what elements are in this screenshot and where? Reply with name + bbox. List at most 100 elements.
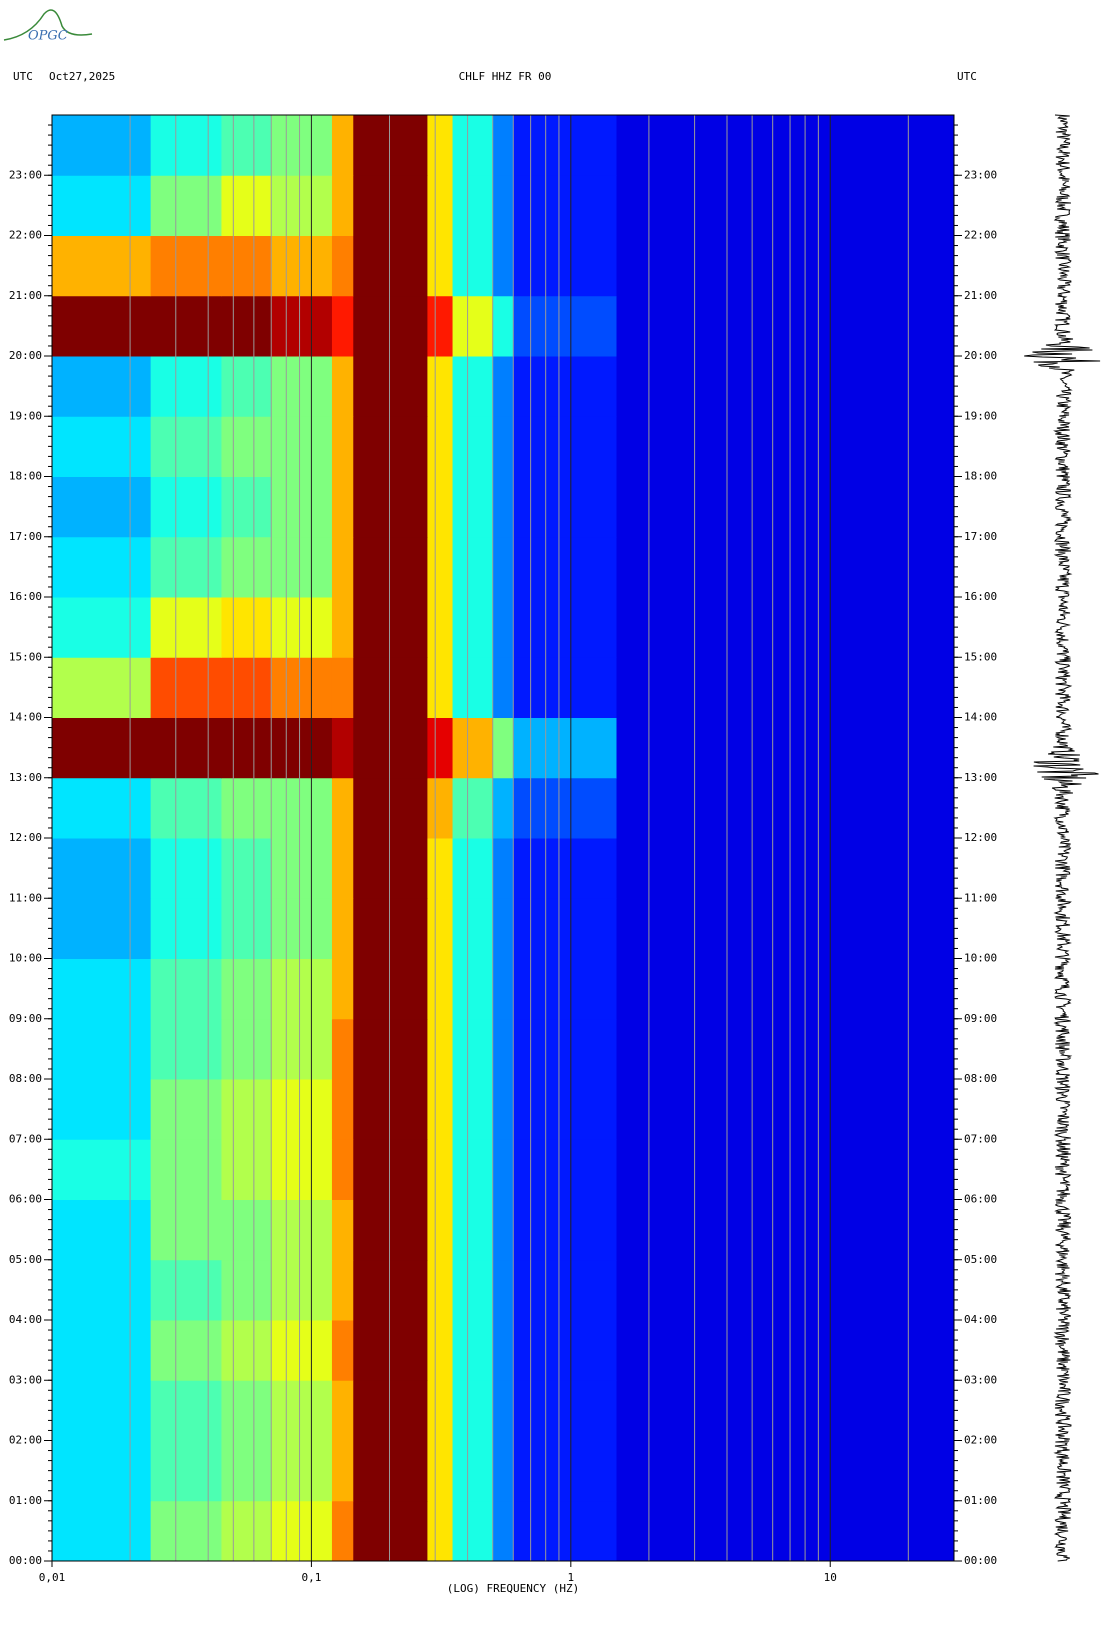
heatmap-cell <box>150 115 222 176</box>
heatmap-cell <box>150 1320 222 1381</box>
heatmap-cell <box>271 717 333 779</box>
heatmap-cell <box>52 1500 152 1562</box>
heatmap-cell <box>427 536 454 598</box>
heatmap-cell <box>616 898 955 959</box>
heatmap-cell <box>221 657 272 718</box>
heatmap-cell <box>513 536 617 598</box>
y-tick-label: 15:00 <box>964 650 997 663</box>
y-tick-label: 00:00 <box>9 1554 42 1567</box>
heatmap-cell <box>513 597 617 658</box>
heatmap-cell <box>150 1500 222 1562</box>
heatmap-cell <box>150 1079 222 1140</box>
heatmap-cell <box>452 356 494 417</box>
heatmap-cell <box>492 1199 514 1261</box>
heatmap-cell <box>427 1440 454 1502</box>
y-tick-label: 06:00 <box>964 1193 997 1206</box>
y-tick-label: 22:00 <box>9 229 42 242</box>
heatmap-cell <box>452 898 494 959</box>
heatmap-cell <box>271 1380 333 1441</box>
heatmap-cell <box>353 1380 428 1441</box>
heatmap-cell <box>513 657 617 718</box>
heatmap-cell <box>492 717 514 779</box>
heatmap-cell <box>492 356 514 417</box>
heatmap-cell <box>616 295 955 357</box>
logo: OPGC <box>3 9 93 44</box>
y-tick-label: 13:00 <box>964 771 997 784</box>
heatmap-cell <box>427 958 454 1020</box>
right-utc: UTC <box>957 70 977 83</box>
y-tick-label: 02:00 <box>964 1434 997 1447</box>
y-tick-label: 23:00 <box>9 168 42 181</box>
y-tick-label: 17:00 <box>9 530 42 543</box>
heatmap-cell <box>150 476 222 538</box>
heatmap-cell <box>513 476 617 538</box>
heatmap-cell <box>150 838 222 899</box>
heatmap-cell <box>353 115 428 176</box>
heatmap-cell <box>616 1079 955 1140</box>
heatmap-cell <box>221 295 272 357</box>
y-tick-label: 09:00 <box>9 1012 42 1025</box>
y-tick-label: 19:00 <box>964 409 997 422</box>
y-tick-label: 11:00 <box>9 891 42 904</box>
heatmap-cell <box>513 356 617 417</box>
y-tick-label: 08:00 <box>9 1072 42 1085</box>
heatmap-cell <box>221 416 272 477</box>
heatmap-cell <box>331 717 354 779</box>
y-tick-label: 01:00 <box>964 1494 997 1507</box>
heatmap-cell <box>492 777 514 839</box>
heatmap-cell <box>427 416 454 477</box>
heatmap-cell <box>427 235 454 297</box>
heatmap-cell <box>271 1320 333 1381</box>
heatmap-cell <box>150 1440 222 1502</box>
y-tick-label: 12:00 <box>964 831 997 844</box>
heatmap-cell <box>353 777 428 839</box>
heatmap-cell <box>353 1500 428 1562</box>
heatmap-cell <box>353 597 428 658</box>
heatmap-cell <box>221 1320 272 1381</box>
heatmap-cell <box>492 597 514 658</box>
heatmap-cell <box>150 235 222 297</box>
heatmap-cell <box>353 1079 428 1140</box>
y-tick-label: 10:00 <box>964 952 997 965</box>
heatmap-cell <box>221 115 272 176</box>
heatmap-cell <box>331 476 354 538</box>
heatmap-cell <box>52 235 152 297</box>
heatmap-cell <box>271 1139 333 1200</box>
heatmap-cell <box>331 416 354 477</box>
y-tick-label: 04:00 <box>9 1313 42 1326</box>
heatmap-cell <box>513 1380 617 1441</box>
heatmap-cell <box>271 1079 333 1140</box>
heatmap-cell <box>353 717 428 779</box>
heatmap-cell <box>452 476 494 538</box>
heatmap-cell <box>427 1500 454 1562</box>
axes: 0,01 0,1 1 10 00:00 00:00 01:00 01:00 02:00 02:00… <box>9 114 997 1584</box>
heatmap-cell <box>492 657 514 718</box>
heatmap-cell <box>150 1139 222 1200</box>
heatmap-cell <box>616 958 955 1020</box>
seismogram-trace <box>1024 114 1101 1562</box>
heatmap-cell <box>271 476 333 538</box>
heatmap-cell <box>221 536 272 598</box>
heatmap-cell <box>353 295 428 357</box>
heatmap-cell <box>150 657 222 718</box>
heatmap-cell <box>353 1320 428 1381</box>
heatmap-cell <box>452 1139 494 1200</box>
heatmap-cell <box>271 597 333 658</box>
heatmap-cell <box>427 1199 454 1261</box>
heatmap-cell <box>452 115 494 176</box>
y-tick-label: 08:00 <box>964 1072 997 1085</box>
left-utc: UTC <box>13 70 33 83</box>
heatmap-cell <box>331 1018 354 1080</box>
heatmap-cell <box>492 1018 514 1080</box>
heatmap-cell <box>150 717 222 779</box>
heatmap-cell <box>52 898 152 959</box>
y-tick-label: 17:00 <box>964 530 997 543</box>
heatmap-cell <box>271 958 333 1020</box>
heatmap-cell <box>150 1380 222 1441</box>
heatmap-cell <box>331 1380 354 1441</box>
heatmap-cell <box>427 295 454 357</box>
heatmap-cell <box>452 295 494 357</box>
heatmap-cell <box>513 1139 617 1200</box>
y-tick-label: 19:00 <box>9 409 42 422</box>
heatmap-cell <box>492 1139 514 1200</box>
